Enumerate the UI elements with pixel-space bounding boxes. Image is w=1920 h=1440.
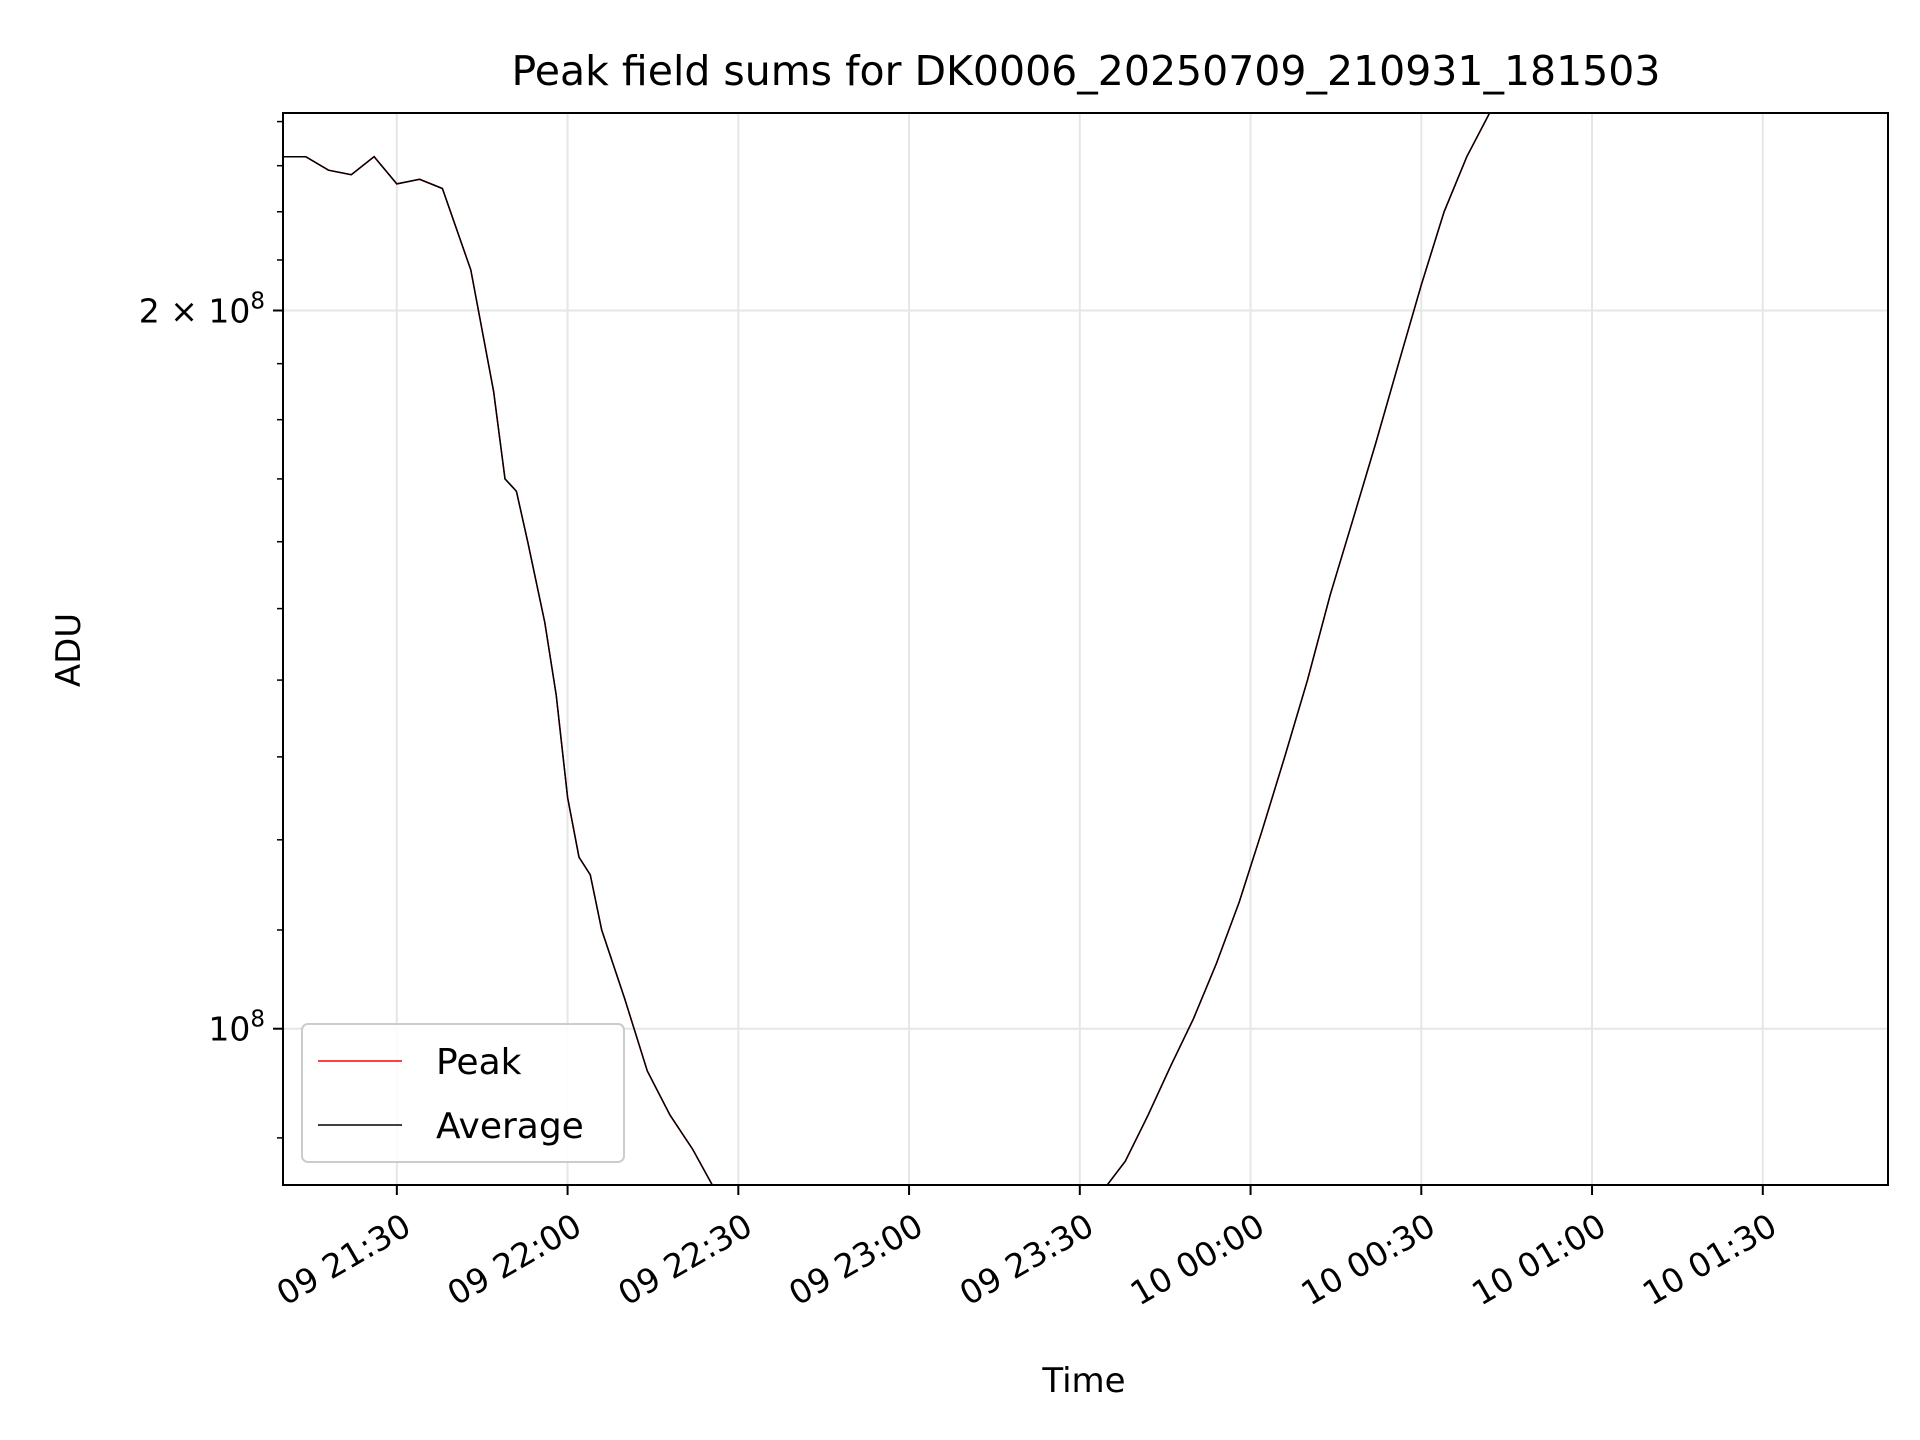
x-tick-label: 09 22:30: [611, 1206, 758, 1314]
series-layer: [283, 113, 1491, 1185]
x-tick-label: 10 00:00: [1124, 1206, 1271, 1314]
legend-label-average: Average: [436, 1106, 584, 1147]
x-tick-label: 10 01:00: [1465, 1206, 1612, 1314]
y-tick-label: 2 × 108: [139, 289, 265, 331]
y-axis-ticks: 2 × 108 108: [139, 120, 283, 1139]
y-axis-label: ADU: [49, 613, 89, 687]
legend-label-peak: Peak: [436, 1042, 522, 1083]
legend: Peak Average: [301, 1023, 625, 1163]
plot-frame: [282, 112, 1889, 1186]
chart-title: Peak field sums for DK0006_20250709_2109…: [512, 47, 1661, 95]
x-tick-label: 09 21:30: [270, 1206, 417, 1314]
x-axis-ticks: 09 21:30 09 22:00 09 22:30 09 23:00 09 23:30…: [270, 1185, 1783, 1313]
x-axis-label: Time: [1041, 1361, 1125, 1401]
legend-box: [301, 1023, 625, 1163]
x-tick-label: 10 01:30: [1636, 1206, 1783, 1314]
x-tick-label: 09 23:30: [953, 1206, 1100, 1314]
y-tick-label: 108: [208, 1007, 265, 1049]
x-tick-label: 10 00:30: [1294, 1206, 1441, 1314]
x-tick-label: 09 23:00: [782, 1206, 929, 1314]
series-line-average: [283, 113, 1491, 1185]
x-tick-label: 09 22:00: [441, 1206, 588, 1314]
